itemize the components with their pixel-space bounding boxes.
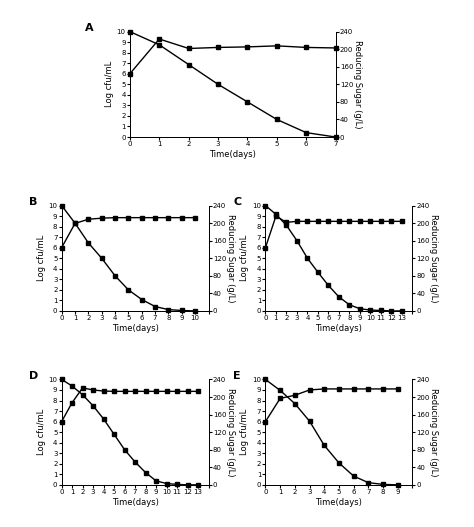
Text: E: E — [233, 371, 241, 381]
Y-axis label: Reducing Sugar (g/L): Reducing Sugar (g/L) — [353, 40, 362, 129]
X-axis label: Time(days): Time(days) — [112, 324, 158, 333]
Text: A: A — [85, 23, 93, 33]
Text: C: C — [233, 197, 241, 207]
Y-axis label: Log cfu/mL: Log cfu/mL — [240, 409, 249, 455]
Y-axis label: Log cfu/mL: Log cfu/mL — [36, 409, 46, 455]
X-axis label: Time(days): Time(days) — [316, 324, 362, 333]
Y-axis label: Log cfu/mL: Log cfu/mL — [36, 235, 46, 281]
Y-axis label: Reducing Sugar (g/L): Reducing Sugar (g/L) — [429, 214, 438, 302]
Text: D: D — [29, 371, 38, 381]
Y-axis label: Log cfu/mL: Log cfu/mL — [105, 61, 114, 108]
X-axis label: Time(days): Time(days) — [316, 498, 362, 507]
Text: B: B — [29, 197, 37, 207]
Y-axis label: Reducing Sugar (g/L): Reducing Sugar (g/L) — [226, 214, 235, 302]
X-axis label: Time(days): Time(days) — [210, 150, 256, 159]
X-axis label: Time(days): Time(days) — [112, 498, 158, 507]
Y-axis label: Reducing Sugar (g/L): Reducing Sugar (g/L) — [429, 388, 438, 476]
Y-axis label: Log cfu/mL: Log cfu/mL — [240, 235, 249, 281]
Y-axis label: Reducing Sugar (g/L): Reducing Sugar (g/L) — [226, 388, 235, 476]
